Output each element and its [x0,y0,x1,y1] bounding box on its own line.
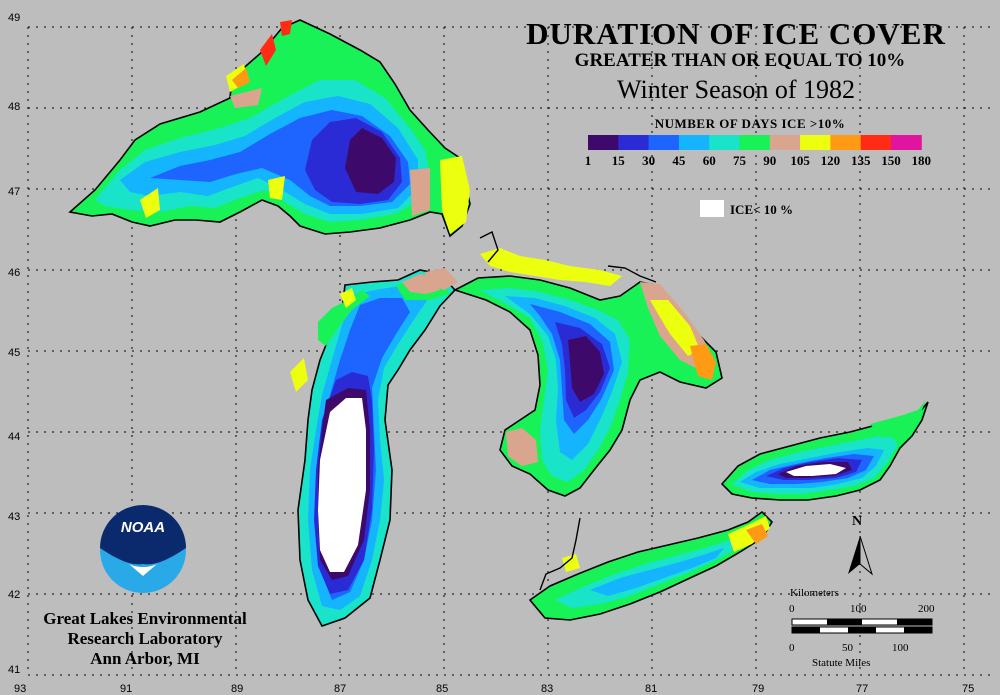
mi-label: Statute Miles [812,657,870,669]
lon-label: 83 [541,683,553,695]
lat-label: 44 [8,431,20,443]
mi-tick-50: 50 [842,642,854,654]
mi-tick-100: 100 [892,642,909,654]
legend-swatch [769,135,801,150]
lon-label: 87 [334,683,346,695]
org-line3: Ann Arbor, MI [90,649,200,668]
legend-break-label: 105 [790,153,810,168]
georgian-bay-north-shore [607,265,657,283]
latitude-labels: 49 48 47 46 45 44 43 42 41 [8,12,20,676]
legend-swatch [709,135,740,150]
org-line2: Research Laboratory [67,629,223,648]
legend-swatch [678,135,710,150]
title-line2: GREATER THAN OR EQUAL TO 10% [575,50,906,71]
legend-break-label: 1 [585,153,592,168]
north-label: N [852,514,862,529]
north-arrow: N [848,514,873,576]
legend-break-label: 30 [642,153,655,168]
org-line1: Great Lakes Environmental [43,609,247,628]
map-title: DURATION OF ICE COVER GREATER THAN OR EQ… [526,16,946,104]
longitude-labels: 93 91 89 87 85 83 81 79 77 75 [14,683,974,695]
lon-label: 85 [436,683,448,695]
legend-swatch [860,135,892,150]
title-line1: DURATION OF ICE COVER [526,16,946,51]
legend-break-label: 15 [612,153,626,168]
title-line3: Winter Season of 1982 [617,75,855,104]
lon-label: 77 [856,683,868,695]
lon-label: 93 [14,683,26,695]
lat-label: 43 [8,511,20,523]
legend-swatch [618,135,650,150]
legend-break-label: 120 [821,153,841,168]
legend: NUMBER OF DAYS ICE >10% 1 15 30 45 60 75 90 105… [585,116,931,217]
lon-label: 81 [645,683,657,695]
legend-break-label: 75 [733,153,747,168]
mi-tick-0: 0 [789,642,795,654]
lat-label: 45 [8,347,20,359]
km-tick-200: 200 [918,603,935,615]
lon-label: 89 [231,683,243,695]
organization-block: Great Lakes Environmental Research Labor… [43,609,247,668]
legend-break-label: 60 [703,153,716,168]
lake-erie [528,510,774,621]
legend-swatches [588,135,922,150]
scale-bar: Kilometers 0 100 200 0 50 100 Statute Mi… [789,587,935,669]
lat-label: 41 [8,664,20,676]
legend-swatch [648,135,680,150]
lake-superior [68,19,471,238]
km-label: Kilometers [790,587,839,599]
ice-swatch [700,200,724,217]
legend-break-label: 180 [912,153,932,168]
lat-label: 47 [8,186,20,198]
ice-label: ICE< 10 % [730,202,793,217]
detroit-river [539,517,581,591]
legend-swatch [830,135,862,150]
lake-huron [425,248,723,497]
lat-label: 48 [8,101,20,113]
legend-labels: 1 15 30 45 60 75 90 105 120 135 150 180 [585,153,931,168]
logo-text: NOAA [121,519,165,536]
legend-break-label: 45 [672,153,686,168]
lake-michigan [290,269,457,627]
km-tick-0: 0 [789,603,795,615]
lat-label: 46 [8,267,20,279]
legend-break-label: 135 [851,153,871,168]
lat-label: 49 [8,12,20,24]
legend-title: NUMBER OF DAYS ICE >10% [655,116,846,131]
legend-break-label: 90 [763,153,776,168]
legend-swatch [739,135,771,150]
km-tick-100: 100 [850,603,867,615]
st-marys-river [479,231,499,263]
lon-label: 91 [120,683,132,695]
legend-swatch [588,135,619,150]
lon-label: 79 [752,683,764,695]
legend-break-label: 150 [881,153,901,168]
legend-swatch [800,135,831,150]
lake-ontario [720,400,929,501]
lon-label: 75 [962,683,974,695]
lat-label: 42 [8,589,20,601]
legend-swatch [891,135,922,150]
noaa-logo: NOAA [100,505,186,593]
